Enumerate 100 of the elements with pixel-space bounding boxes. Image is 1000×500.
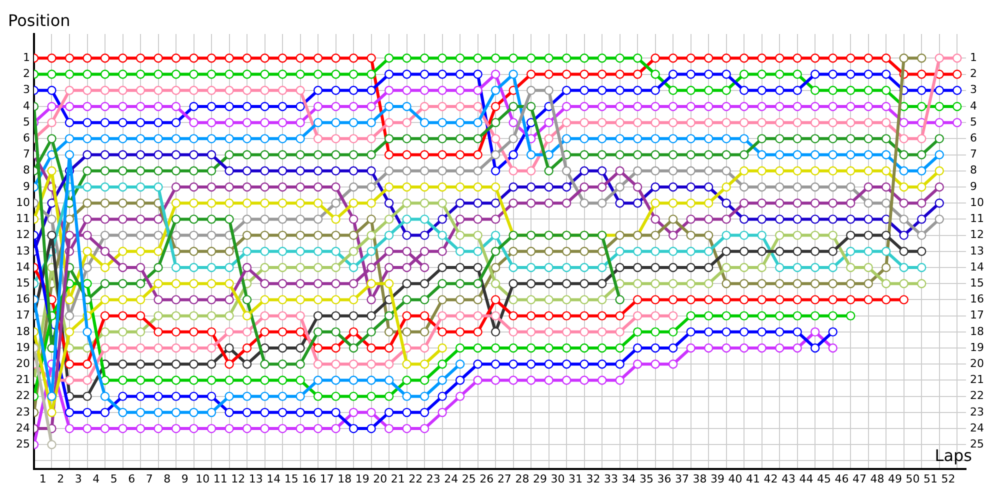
x-tick-label: 43: [781, 472, 796, 486]
point: [473, 102, 482, 112]
point: [899, 295, 908, 304]
point: [136, 408, 146, 418]
y-tick-label: 18: [16, 324, 30, 338]
point: [348, 118, 358, 128]
point: [154, 230, 163, 240]
point: [154, 166, 163, 176]
point: [171, 150, 181, 160]
point: [455, 327, 465, 337]
point: [278, 118, 288, 128]
point: [224, 198, 234, 208]
point: [402, 246, 412, 256]
point: [526, 70, 536, 79]
point: [562, 246, 572, 256]
point: [544, 70, 554, 79]
point: [686, 134, 696, 144]
y2-tick-label: 23: [970, 405, 984, 418]
point: [260, 166, 270, 176]
point: [668, 54, 678, 63]
point: [615, 311, 624, 320]
point: [118, 311, 128, 320]
point: [526, 327, 536, 337]
point: [171, 311, 181, 320]
point: [47, 118, 56, 128]
point: [508, 134, 518, 144]
point: [490, 246, 500, 256]
point: [82, 279, 92, 288]
point: [331, 311, 340, 320]
point: [810, 198, 820, 208]
point: [722, 295, 731, 304]
point: [402, 424, 412, 434]
point: [508, 311, 518, 320]
point: [632, 360, 642, 369]
y-tick-label: 17: [16, 308, 30, 322]
point: [154, 214, 163, 224]
y2-tick-label: 18: [970, 324, 984, 338]
point: [526, 360, 536, 369]
point: [136, 311, 146, 320]
point: [473, 360, 482, 369]
point: [917, 182, 926, 192]
point: [171, 262, 181, 272]
point: [242, 327, 252, 337]
point: [420, 262, 430, 272]
point: [917, 230, 926, 240]
point: [366, 230, 376, 240]
y-tick-label: 16: [16, 292, 30, 306]
point: [278, 150, 288, 160]
point: [118, 86, 128, 95]
point: [82, 166, 92, 176]
y-axis-title: Position: [8, 11, 70, 30]
point: [313, 70, 323, 79]
point: [296, 182, 305, 192]
point: [686, 214, 696, 224]
point: [544, 376, 554, 385]
point: [224, 246, 234, 256]
point: [189, 376, 198, 385]
point: [668, 343, 678, 353]
point: [455, 166, 465, 176]
y2-tick-label: 11: [970, 212, 984, 226]
point: [668, 86, 678, 95]
point: [348, 70, 358, 79]
point: [597, 343, 607, 353]
point: [296, 408, 305, 418]
point: [136, 86, 146, 95]
point: [313, 295, 323, 304]
point: [171, 134, 181, 144]
point: [384, 360, 394, 369]
point: [348, 392, 358, 401]
point: [100, 118, 110, 128]
point: [882, 279, 891, 288]
point: [952, 86, 962, 95]
y2-tick-label: 16: [970, 292, 984, 306]
point: [224, 166, 234, 176]
point: [348, 86, 358, 95]
point: [278, 262, 288, 272]
point: [668, 230, 678, 240]
point: [722, 262, 731, 272]
point: [366, 214, 376, 224]
point: [580, 376, 589, 385]
point: [278, 54, 288, 63]
y2-tick-label: 25: [970, 438, 984, 451]
point: [171, 182, 181, 192]
point: [864, 150, 873, 160]
y2-tick-label: 9: [970, 180, 978, 193]
point: [136, 327, 146, 337]
point: [597, 70, 607, 79]
point: [242, 408, 252, 418]
point: [882, 262, 891, 272]
point: [757, 279, 766, 288]
point: [402, 408, 412, 418]
point: [792, 102, 802, 112]
point: [384, 214, 394, 224]
point: [384, 166, 394, 176]
point: [668, 279, 678, 288]
point: [864, 230, 873, 240]
point: [757, 230, 766, 240]
point: [597, 327, 607, 337]
point: [118, 70, 128, 79]
point: [828, 118, 838, 128]
